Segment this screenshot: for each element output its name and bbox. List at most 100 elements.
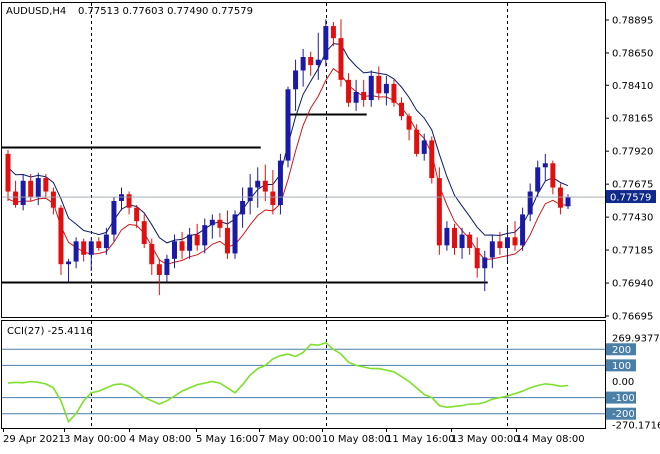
cci-tick-label: -270.1716 bbox=[612, 421, 660, 432]
price-tick-label: 0.77430 bbox=[612, 213, 653, 224]
current-price-label: 0.77579 bbox=[610, 193, 651, 204]
cci-tick-label: 0.00 bbox=[612, 377, 634, 388]
bear-candle bbox=[28, 180, 34, 197]
price-tick-label: 0.77920 bbox=[612, 147, 653, 158]
price-tick-label: 0.78410 bbox=[612, 81, 653, 92]
cci-tick-label: -200 bbox=[612, 409, 635, 420]
bear-candle bbox=[330, 26, 336, 39]
bull-candle bbox=[383, 83, 389, 94]
bear-candle bbox=[557, 187, 563, 208]
bear-candle bbox=[270, 191, 276, 205]
time-tick-label: 11 May 16:00 bbox=[386, 434, 455, 445]
price-tick-label: 0.77185 bbox=[612, 246, 653, 257]
cci-tick-label: 269.9377 bbox=[612, 334, 660, 345]
cci-line bbox=[7, 341, 569, 424]
bull-candle bbox=[527, 191, 533, 215]
cci-level-box bbox=[606, 359, 636, 372]
cci-level-box bbox=[606, 391, 636, 404]
bull-candle bbox=[353, 91, 359, 103]
bear-candle bbox=[134, 207, 140, 222]
bear-candle bbox=[512, 237, 518, 246]
price-tick-label: 0.76940 bbox=[612, 279, 653, 290]
cci-tick-label: 100 bbox=[612, 361, 631, 372]
time-tick-label: 5 May 16:00 bbox=[196, 434, 258, 445]
bull-candle bbox=[247, 187, 253, 201]
bull-candle bbox=[66, 261, 72, 265]
bull-candle bbox=[300, 57, 306, 71]
bear-candle bbox=[474, 248, 480, 269]
bull-candle bbox=[255, 180, 261, 188]
bull-candle bbox=[421, 140, 427, 154]
bear-candle bbox=[81, 241, 87, 255]
bull-candle bbox=[520, 214, 526, 246]
bull-candle bbox=[565, 196, 571, 207]
bull-candle bbox=[482, 257, 488, 269]
bear-candle bbox=[126, 194, 132, 208]
bear-candle bbox=[414, 129, 420, 154]
bear-candle bbox=[141, 221, 147, 245]
bull-candle bbox=[504, 237, 510, 249]
bull-candle bbox=[202, 225, 208, 246]
bull-candle bbox=[277, 160, 283, 205]
bear-candle bbox=[361, 91, 367, 101]
main-panel-frame bbox=[1, 2, 606, 318]
bear-candle bbox=[224, 227, 230, 254]
bear-candle bbox=[43, 178, 49, 192]
symbol-title: AUDUSD,H4 bbox=[6, 6, 66, 17]
bull-candle bbox=[489, 241, 495, 258]
bull-candle bbox=[73, 241, 79, 262]
bear-candle bbox=[338, 38, 344, 80]
bear-candle bbox=[149, 244, 155, 265]
bull-candle bbox=[535, 167, 541, 192]
bull-candle bbox=[459, 234, 465, 249]
bull-candle bbox=[20, 180, 26, 205]
main-panel bbox=[2, 3, 605, 317]
bull-candle bbox=[323, 26, 329, 60]
bull-candle bbox=[293, 70, 299, 90]
bear-candle bbox=[50, 191, 56, 208]
bear-candle bbox=[179, 241, 185, 251]
bull-candle bbox=[315, 59, 321, 66]
bear-candle bbox=[429, 140, 435, 179]
bear-candle bbox=[406, 116, 412, 130]
bull-candle bbox=[187, 234, 193, 251]
bear-candle bbox=[391, 83, 397, 103]
price-tick-label: 0.78650 bbox=[612, 48, 653, 59]
cci-panel-frame bbox=[1, 320, 606, 429]
bull-candle bbox=[164, 258, 170, 275]
time-tick-label: 10 May 08:00 bbox=[322, 434, 391, 445]
bull-candle bbox=[111, 200, 117, 235]
bear-candle bbox=[436, 178, 442, 246]
price-tick-label: 0.77675 bbox=[612, 180, 653, 191]
ohlc-quote: 0.77513 0.77603 0.77490 0.77579 bbox=[78, 6, 253, 17]
bear-candle bbox=[194, 234, 200, 246]
bull-candle bbox=[368, 75, 374, 101]
bull-candle bbox=[171, 241, 177, 259]
price-tick-label: 0.78895 bbox=[612, 16, 653, 27]
bear-candle bbox=[5, 153, 11, 192]
time-tick-label: 29 Apr 2021 bbox=[3, 434, 65, 445]
bull-candle bbox=[88, 241, 94, 255]
time-tick-label: 7 May 00:00 bbox=[259, 434, 321, 445]
cci-level-box bbox=[606, 407, 636, 420]
bull-candle bbox=[285, 89, 291, 161]
bear-candle bbox=[451, 227, 457, 249]
bull-candle bbox=[232, 214, 238, 254]
bear-candle bbox=[96, 241, 102, 249]
cci-title: CCI(27) -25.4116 bbox=[7, 326, 93, 337]
cci-level-box bbox=[606, 343, 636, 356]
bull-candle bbox=[240, 200, 246, 215]
axes: 0.78895 0.78650 0.78410 0.78165 0.77920 0.776… bbox=[3, 16, 660, 445]
current-price-box bbox=[606, 190, 656, 204]
bear-candle bbox=[550, 163, 556, 188]
bear-candle bbox=[376, 75, 382, 94]
time-tick-label: 4 May 08:00 bbox=[129, 434, 191, 445]
bear-candle bbox=[308, 57, 314, 66]
time-tick-label: 14 May 08:00 bbox=[516, 434, 585, 445]
price-tick-label: 0.76695 bbox=[612, 312, 653, 323]
lower-band-line bbox=[7, 67, 569, 265]
bear-candle bbox=[217, 219, 223, 228]
bear-candle bbox=[58, 207, 64, 265]
